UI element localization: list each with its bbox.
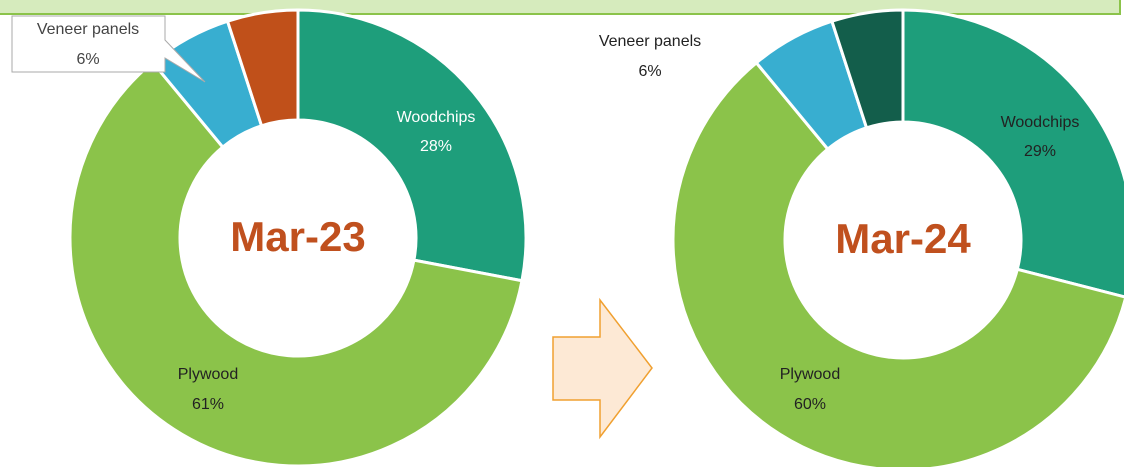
- slice-label: Woodchips: [397, 109, 476, 126]
- slice-value-label: 6%: [638, 63, 661, 80]
- slice-value-label: 29%: [1024, 143, 1056, 160]
- donut-slice: [68, 60, 524, 467]
- donut-slice: [671, 60, 1124, 467]
- arrow: [552, 297, 653, 440]
- charts: Woodchips 28% Plywood 61% Veneer panels 6% Mar…: [11, 8, 1124, 467]
- donut-slice: [225, 8, 300, 128]
- slice-label: Plywood: [178, 366, 238, 383]
- center-title: Mar-23: [230, 213, 365, 260]
- slice-label: Woodchips: [1001, 114, 1080, 131]
- slice-value-label: 61%: [192, 396, 224, 413]
- slice-label: Plywood: [780, 366, 840, 383]
- slice-value-label: 6%: [76, 51, 99, 68]
- slice-label: Veneer panels: [37, 21, 139, 38]
- donut-slice: [830, 8, 905, 130]
- slice-label: Veneer panels: [599, 33, 701, 50]
- center-title: Mar-24: [835, 215, 971, 262]
- slice-value-label: 28%: [420, 138, 452, 155]
- callout-box: [11, 15, 206, 83]
- donut-slice: [296, 8, 528, 283]
- donut-slice: [901, 8, 1124, 299]
- header-bar: [0, 0, 1121, 15]
- slice-value-label: 60%: [794, 396, 826, 413]
